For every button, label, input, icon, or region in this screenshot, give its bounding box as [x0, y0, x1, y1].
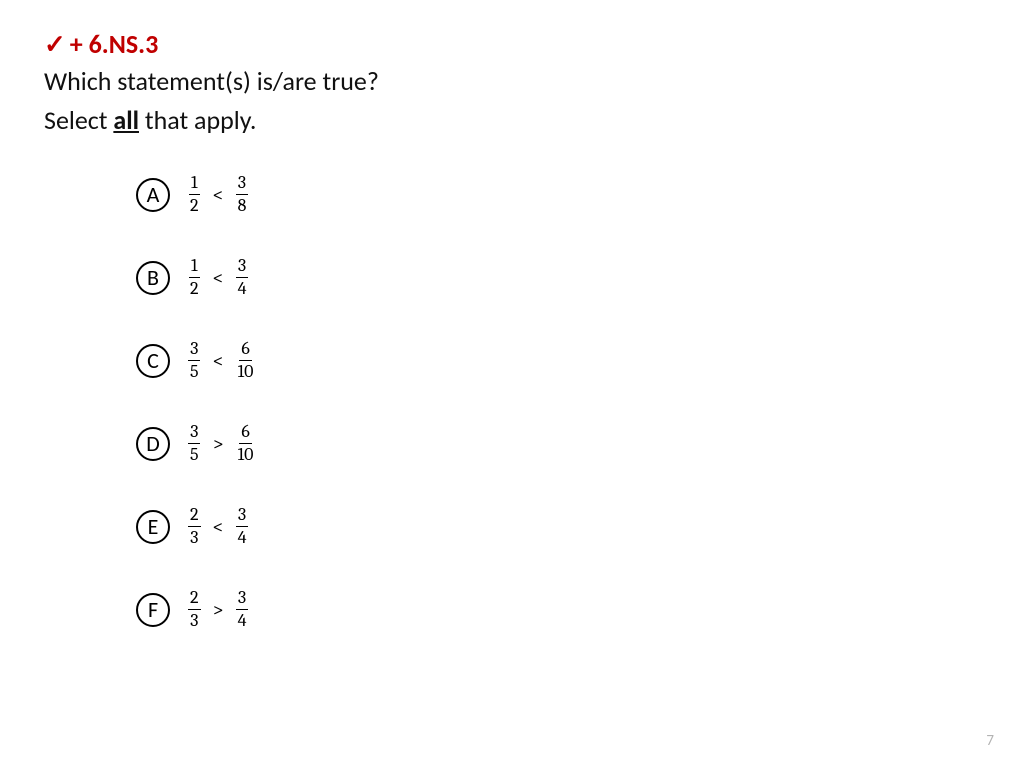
denominator: 2 [188, 195, 201, 215]
numerator: 2 [188, 589, 201, 610]
denominator: 3 [188, 610, 200, 630]
numerator: 3 [188, 423, 200, 444]
fraction-right: 34 [236, 257, 249, 298]
numerator: 1 [189, 257, 200, 278]
numerator: 2 [188, 506, 201, 527]
denominator: 3 [188, 527, 200, 547]
comparison-operator: < [211, 515, 226, 538]
choice-expression: 23>34 [188, 589, 248, 630]
numerator: 6 [239, 340, 251, 361]
denominator: 4 [236, 527, 249, 547]
page-number: 7 [986, 732, 994, 750]
choice-d[interactable]: D35>610 [136, 423, 980, 464]
standard-code: + 6.NS.3 [70, 28, 159, 60]
choice-letter: B [136, 261, 170, 295]
numerator: 3 [188, 340, 200, 361]
numerator: 1 [189, 174, 200, 195]
denominator: 8 [236, 195, 249, 215]
choice-expression: 23<34 [188, 506, 248, 547]
comparison-operator: < [211, 349, 226, 372]
comparison-operator: > [211, 598, 226, 621]
denominator: 10 [236, 444, 256, 464]
fraction-right: 34 [236, 506, 249, 547]
choice-expression: 35 >610 [188, 423, 255, 464]
choice-expression: 12 <34 [188, 257, 248, 298]
choice-c[interactable]: C35<610 [136, 340, 980, 381]
choice-list: A12<38B12<34C35<610D35>610E23<34F23>34 [136, 174, 980, 630]
fraction-right: 610 [236, 340, 256, 381]
fraction-right: 610 [236, 423, 256, 464]
choice-a[interactable]: A12<38 [136, 174, 980, 215]
choice-e[interactable]: E23<34 [136, 506, 980, 547]
fraction-left: 23 [188, 506, 201, 547]
fraction-left: 12 [188, 174, 201, 215]
numerator: 3 [236, 506, 248, 527]
comparison-operator: < [211, 266, 226, 289]
fraction-left: 35 [188, 340, 201, 381]
fraction-right: 34 [236, 589, 249, 630]
fraction-left: 23 [188, 589, 201, 630]
denominator: 5 [188, 361, 201, 381]
choice-expression: 12 <38 [188, 174, 248, 215]
choice-letter: C [136, 344, 170, 378]
choice-letter: E [136, 510, 170, 544]
fraction-right: 38 [236, 174, 249, 215]
fraction-left: 35 [188, 423, 201, 464]
question-line-2-pre: Select [44, 104, 113, 136]
question-line-2-underlined: all [113, 104, 139, 136]
comparison-operator: > [211, 432, 226, 455]
denominator: 4 [236, 278, 249, 298]
denominator: 5 [188, 444, 201, 464]
question-line-1: Which statement(s) is/are true? [44, 64, 980, 99]
choice-b[interactable]: B12<34 [136, 257, 980, 298]
comparison-operator: < [211, 183, 226, 206]
fraction-left: 12 [188, 257, 201, 298]
numerator: 3 [236, 257, 248, 278]
choice-expression: 35 <610 [188, 340, 255, 381]
choice-f[interactable]: F23>34 [136, 589, 980, 630]
choice-letter: A [136, 178, 170, 212]
denominator: 10 [236, 361, 256, 381]
numerator: 3 [236, 174, 248, 195]
denominator: 2 [188, 278, 201, 298]
question-line-2-post: that apply. [139, 104, 256, 136]
denominator: 4 [236, 610, 249, 630]
numerator: 6 [239, 423, 251, 444]
choice-letter: D [136, 427, 170, 461]
header: ✓ + 6.NS.3 [44, 28, 980, 60]
numerator: 3 [236, 589, 248, 610]
check-icon: ✓ [44, 31, 66, 57]
question-line-2: Select all that apply. [44, 103, 980, 138]
choice-letter: F [136, 593, 170, 627]
